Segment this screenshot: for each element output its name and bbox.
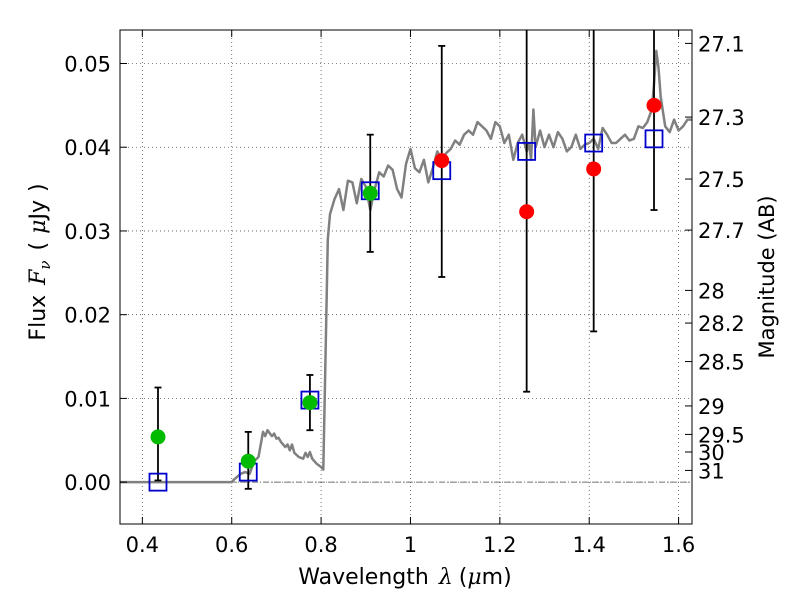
magnitude-tick-label: 27.3 [698,106,745,130]
model-photometry-square [148,472,168,492]
y-axis-ticks: 0.00 0.01 0.02 0.03 0.04 0.05 [64,52,127,495]
magnitude-tick-label: 27.1 [698,32,745,56]
y-axis-label: FluxFν(μJy) [26,183,54,340]
x-tick-label: 1 [404,533,417,557]
x-tick-label: 1.6 [662,533,695,557]
observed-flux-point [519,204,535,220]
magnitude-tick-label: 28.2 [698,312,745,336]
y-tick-label: 0.03 [64,220,111,244]
observed-flux-point [302,395,318,411]
observed-flux-point [150,429,166,445]
plot-frame [119,29,693,525]
magnitude-tick-label: 28 [698,279,725,303]
x-tick-label: 1.2 [483,533,516,557]
model-photometry-square [644,129,664,149]
observed-flux-point [362,185,378,201]
x-tick-label: 1.4 [573,533,606,557]
magnitude-axis-label: Magnitude (AB) [755,195,779,358]
magnitude-tick-label: 29.5 [698,423,745,447]
magnitude-tick-label: 29 [698,395,725,419]
observed-flux-point [240,453,256,469]
y-tick-label: 0.02 [64,304,111,328]
observed-flux-layer [150,97,662,469]
magnitude-tick-label: 27.5 [698,168,745,192]
magnitude-tick-label: 30 [698,441,725,465]
y-tick-label: 0.01 [64,387,111,411]
y-tick-label: 0.00 [64,471,111,495]
magnitude-tick-label: 28.5 [698,351,745,375]
x-axis-ticks: 0.4 0.6 0.8 1 1.2 1.4 1.6 [126,30,695,557]
model-photometry-square [584,133,604,153]
observed-flux-point [646,97,662,113]
y-tick-label: 0.05 [64,52,111,76]
model-photometry-layer [148,129,664,492]
x-tick-label: 0.4 [126,533,159,557]
magnitude-tick-label: 31 [698,459,725,483]
x-axis-label: Wavelength λ (μm) [298,565,511,590]
observed-flux-point [434,153,450,169]
magnitude-tick-label: 27.7 [698,219,745,243]
x-tick-label: 0.8 [304,533,337,557]
y-tick-label: 0.04 [64,136,111,160]
model-photometry-square [517,142,537,161]
x-tick-label: 0.6 [215,533,248,557]
observed-flux-point [586,161,602,177]
